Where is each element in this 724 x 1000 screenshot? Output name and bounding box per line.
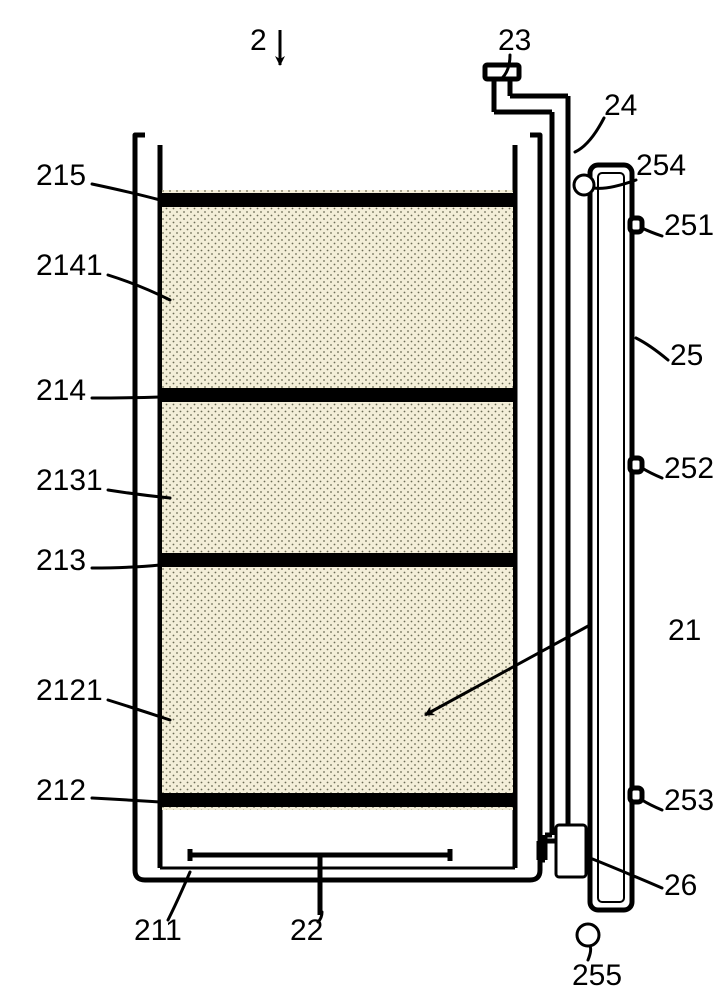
- label-212: 212: [36, 774, 86, 807]
- label-255: 255: [572, 959, 622, 992]
- leader-255: [588, 946, 591, 960]
- leader-252: [642, 468, 662, 478]
- diagram-svg: 2 23 24 254 251 25 252 21 253 26 255 22 211 212 2121 21…: [0, 0, 724, 1000]
- leader-24: [575, 118, 604, 152]
- label-25: 25: [670, 339, 703, 372]
- label-23: 23: [498, 24, 531, 57]
- leader-25: [636, 338, 668, 360]
- label-252: 252: [664, 452, 714, 485]
- block-26: [556, 825, 586, 877]
- leader-215: [92, 184, 160, 200]
- label-214: 214: [36, 374, 86, 407]
- nub: [630, 788, 642, 802]
- label-215: 215: [36, 159, 86, 192]
- leader-213: [92, 565, 160, 568]
- label-2121: 2121: [36, 674, 103, 707]
- nub: [630, 458, 642, 472]
- valve-255: [577, 924, 599, 946]
- label-24: 24: [604, 89, 637, 122]
- leader-214: [92, 397, 160, 398]
- label-2141: 2141: [36, 249, 103, 282]
- label-22: 22: [290, 914, 323, 947]
- packed-bed: [162, 190, 513, 810]
- leader-253: [642, 800, 662, 810]
- label-251: 251: [664, 209, 714, 242]
- leader-251: [642, 228, 662, 236]
- label-253: 253: [664, 784, 714, 817]
- label-213: 213: [36, 544, 86, 577]
- label-2: 2: [250, 24, 267, 57]
- label-21: 21: [668, 614, 701, 647]
- leader-212: [92, 798, 160, 802]
- label-211: 211: [134, 914, 182, 947]
- label-254: 254: [636, 149, 686, 182]
- label-2131: 2131: [36, 464, 103, 497]
- nub: [630, 218, 642, 232]
- label-26: 26: [664, 869, 697, 902]
- panel-25: [590, 165, 632, 910]
- valve-254: [574, 175, 594, 195]
